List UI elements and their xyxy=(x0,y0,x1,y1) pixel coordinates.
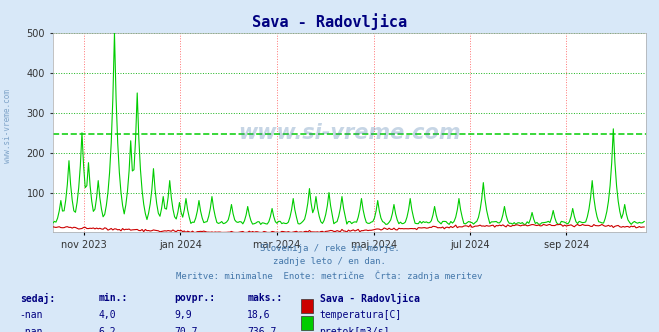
Text: Sava - Radovljica: Sava - Radovljica xyxy=(252,13,407,30)
Text: 736,7: 736,7 xyxy=(247,327,277,332)
Text: -nan: -nan xyxy=(20,310,43,320)
Text: www.si-vreme.com: www.si-vreme.com xyxy=(238,123,461,143)
Text: Slovenija / reke in morje.: Slovenija / reke in morje. xyxy=(260,244,399,253)
Text: 70,7: 70,7 xyxy=(175,327,198,332)
Text: www.si-vreme.com: www.si-vreme.com xyxy=(3,89,13,163)
Text: sedaj:: sedaj: xyxy=(20,293,55,304)
Text: pretok[m3/s]: pretok[m3/s] xyxy=(320,327,390,332)
Text: povpr.:: povpr.: xyxy=(175,293,215,303)
Text: -nan: -nan xyxy=(20,327,43,332)
Text: 6,2: 6,2 xyxy=(99,327,117,332)
Text: 18,6: 18,6 xyxy=(247,310,271,320)
Text: min.:: min.: xyxy=(99,293,129,303)
Text: 9,9: 9,9 xyxy=(175,310,192,320)
Text: zadnje leto / en dan.: zadnje leto / en dan. xyxy=(273,257,386,266)
Text: temperatura[C]: temperatura[C] xyxy=(320,310,402,320)
Text: 4,0: 4,0 xyxy=(99,310,117,320)
Text: maks.:: maks.: xyxy=(247,293,282,303)
Text: Sava - Radovljica: Sava - Radovljica xyxy=(320,293,420,304)
Text: Meritve: minimalne  Enote: metrične  Črta: zadnja meritev: Meritve: minimalne Enote: metrične Črta:… xyxy=(177,271,482,281)
